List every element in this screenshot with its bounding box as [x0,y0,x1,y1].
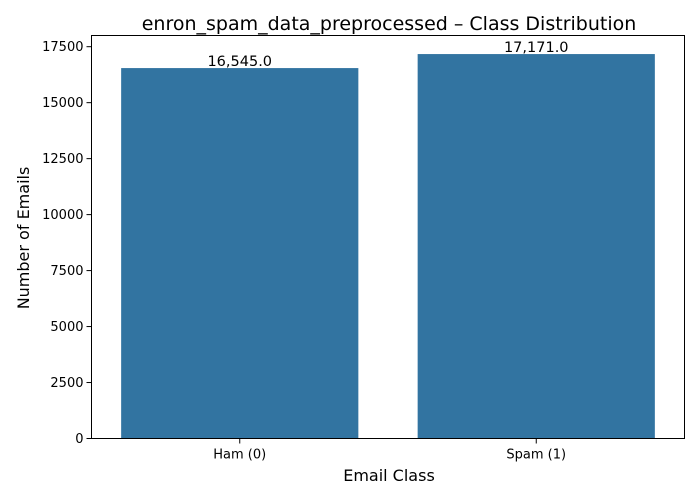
y-tick-label: 2500 [50,376,83,391]
plot-frame [91,35,685,439]
y-tick-label: 7500 [50,264,83,279]
data-labels: 16,545.0 17,171.0 [207,40,568,70]
x-tick-label: Ham (0) [213,448,266,463]
x-axis-label: Email Class [343,466,435,485]
bar [417,54,655,439]
bar-data-label: 16,545.0 [207,54,272,70]
y-tick-label: 17500 [42,40,83,55]
y-axis: 0 2500 5000 7500 10000 12500 15000 17500 [42,40,92,447]
y-tick-label: 15000 [42,96,83,111]
y-tick-label: 5000 [50,320,83,335]
y-axis-label: Number of Emails [14,167,33,310]
chart-title: enron_spam_data_preprocessed – Class Dis… [142,13,637,35]
bar-data-label: 17,171.0 [504,40,569,56]
y-tick-label: 12500 [42,152,83,167]
bar [121,68,359,439]
x-tick-label: Spam (1) [506,448,566,463]
bar-series [121,54,655,439]
x-axis: Ham (0) Spam (1) [213,438,566,463]
y-tick-label: 10000 [42,208,83,223]
y-tick-label: 0 [75,432,83,447]
